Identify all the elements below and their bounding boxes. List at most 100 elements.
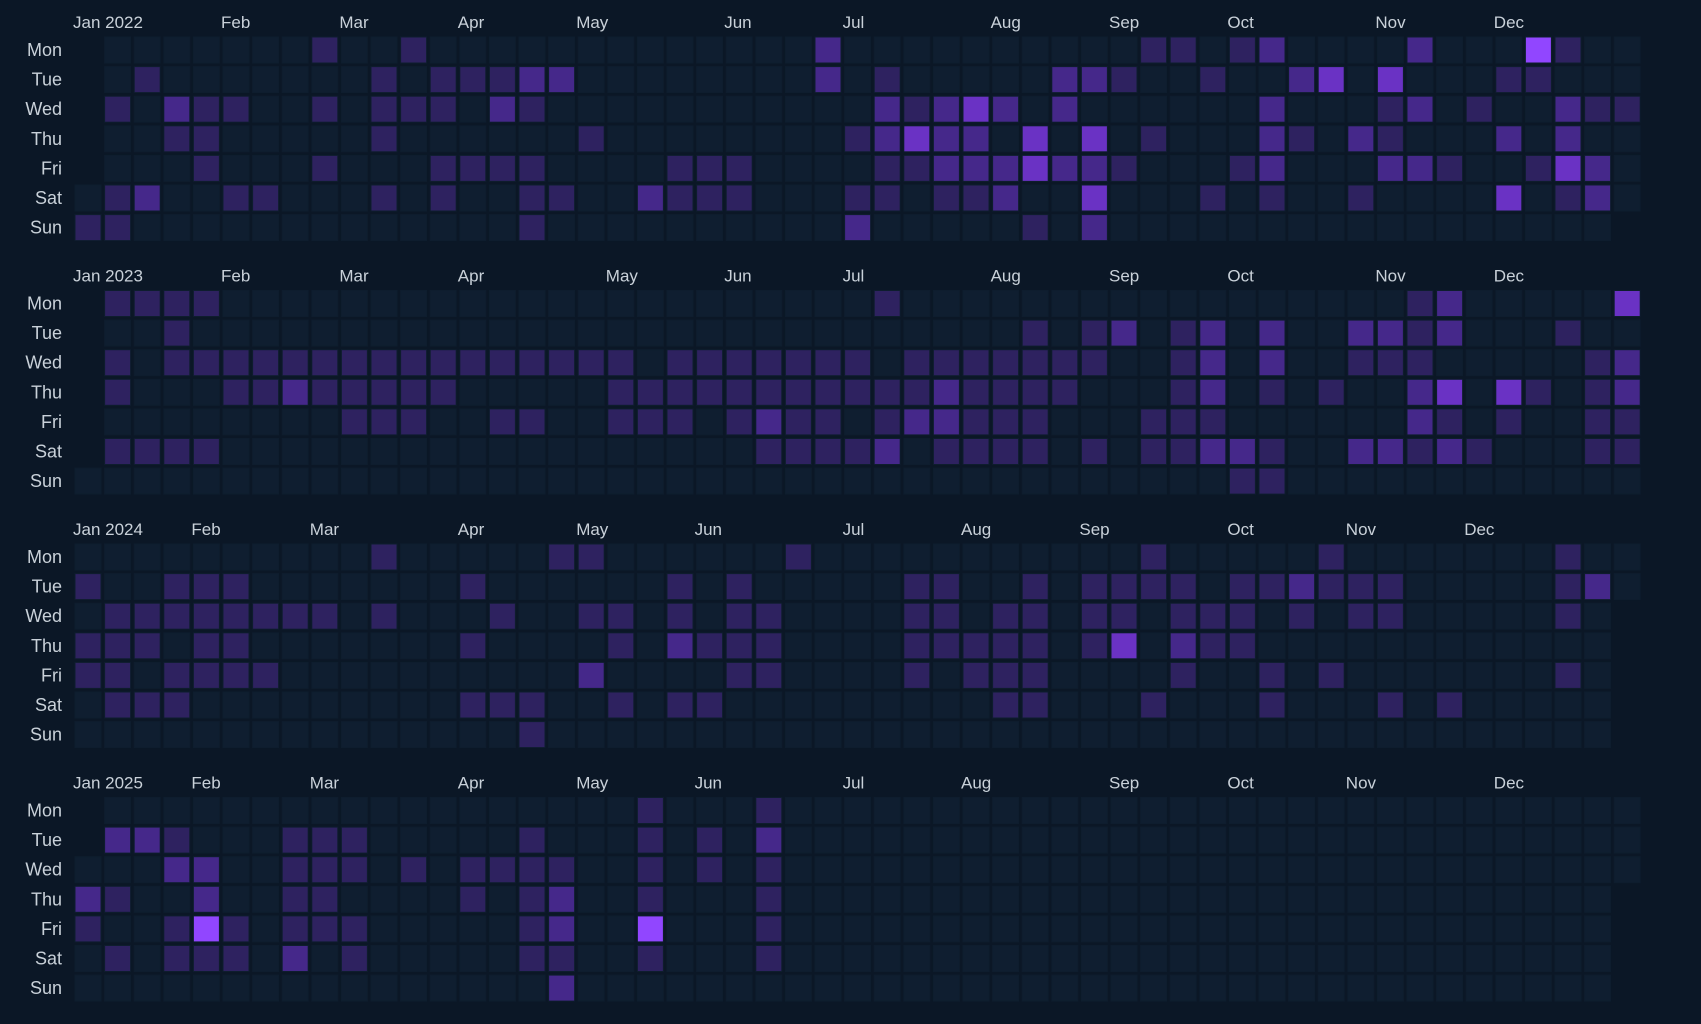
heatmap-cell [252,661,280,689]
heatmap-cell [932,945,960,972]
heatmap-cell [1524,856,1552,884]
heatmap-cell [873,154,901,182]
heatmap-cell [1051,721,1079,749]
heatmap-cell [1554,66,1582,94]
heatmap-cell [636,36,664,64]
heatmap-cell [992,661,1020,689]
heatmap-cell [725,797,753,824]
heatmap-cell [577,945,605,972]
heatmap-cell [1376,661,1404,689]
heatmap-cell [666,543,694,571]
heatmap-cell [636,154,664,182]
heatmap-cell [932,36,960,64]
heatmap-cell [1406,885,1434,913]
day-label: Sun [30,471,62,491]
heatmap-cell [1613,573,1641,601]
heatmap-cell [1317,915,1345,943]
heatmap-cell [104,632,132,660]
heatmap-cell [903,885,931,913]
heatmap-cell [1140,573,1168,601]
heatmap-cell [844,543,872,571]
heatmap-cell [1584,915,1612,943]
heatmap-cell [488,661,516,689]
heatmap-cell [755,184,783,212]
heatmap-cell [1021,797,1049,824]
heatmap-cell [1584,467,1612,495]
heatmap-cell [163,543,191,571]
heatmap-cell [755,945,783,972]
heatmap-cell [873,438,901,465]
heatmap-cell [1021,66,1049,94]
heatmap-cell [873,573,901,601]
heatmap-cell [873,319,901,347]
heatmap-cell [518,95,546,123]
heatmap-cell [932,721,960,749]
heatmap-cell [844,95,872,123]
heatmap-cell [725,125,753,153]
heatmap-cell [1376,945,1404,972]
heatmap-cell [873,543,901,571]
month-label: Oct [1227,267,1254,286]
heatmap-cell [1524,543,1552,571]
heatmap-cell [666,319,694,347]
heatmap-cell [252,408,280,436]
heatmap-cell [1199,214,1227,242]
heatmap-cell [1110,467,1138,495]
heatmap-cell [1228,438,1256,465]
heatmap-cell [1021,856,1049,884]
heatmap-cell [459,349,487,377]
heatmap-cell [1347,856,1375,884]
heatmap-cell [252,290,280,317]
heatmap-cell [1169,945,1197,972]
heatmap-cell [1524,467,1552,495]
month-label: Nov [1346,774,1377,793]
heatmap-cell [1080,290,1108,317]
heatmap-cell [844,154,872,182]
heatmap-cell [104,319,132,347]
heatmap-cell [488,95,516,123]
heatmap-cell [400,349,428,377]
heatmap-cell [518,154,546,182]
heatmap-cell [252,632,280,660]
heatmap-cell [222,66,250,94]
heatmap-cell [755,797,783,824]
heatmap-cell [429,290,457,317]
heatmap-cell [873,66,901,94]
heatmap-cell [370,66,398,94]
heatmap-cell [1613,438,1641,465]
heatmap-cell [1495,349,1523,377]
heatmap-cell [755,378,783,406]
heatmap-cell [1021,154,1049,182]
heatmap-cell [962,408,990,436]
heatmap-cell [548,797,576,824]
heatmap-cell [488,721,516,749]
heatmap-cell [340,691,368,719]
heatmap-cell [992,66,1020,94]
heatmap-cell [1524,125,1552,153]
heatmap-cell [1051,319,1079,347]
heatmap-cell [281,125,309,153]
heatmap-cell [222,573,250,601]
heatmap-cell [1584,36,1612,64]
heatmap-cell [1288,154,1316,182]
heatmap-cell [577,36,605,64]
heatmap-cell [548,467,576,495]
heatmap-cell [1376,290,1404,317]
heatmap-cell [1436,438,1464,465]
heatmap-cell [814,66,842,94]
heatmap-cell [133,945,161,972]
heatmap-cell [784,66,812,94]
heatmap-cell [903,602,931,630]
heatmap-cell [1376,184,1404,212]
heatmap-cell [1317,974,1345,1002]
heatmap-cell [784,797,812,824]
heatmap-cell [222,36,250,64]
heatmap-cell [370,721,398,749]
heatmap-cell [340,721,368,749]
day-label: Wed [25,606,62,626]
heatmap-cell [1495,95,1523,123]
heatmap-cell [548,95,576,123]
heatmap-cell [1465,602,1493,630]
heatmap-cell [1169,885,1197,913]
heatmap-cell [1258,856,1286,884]
